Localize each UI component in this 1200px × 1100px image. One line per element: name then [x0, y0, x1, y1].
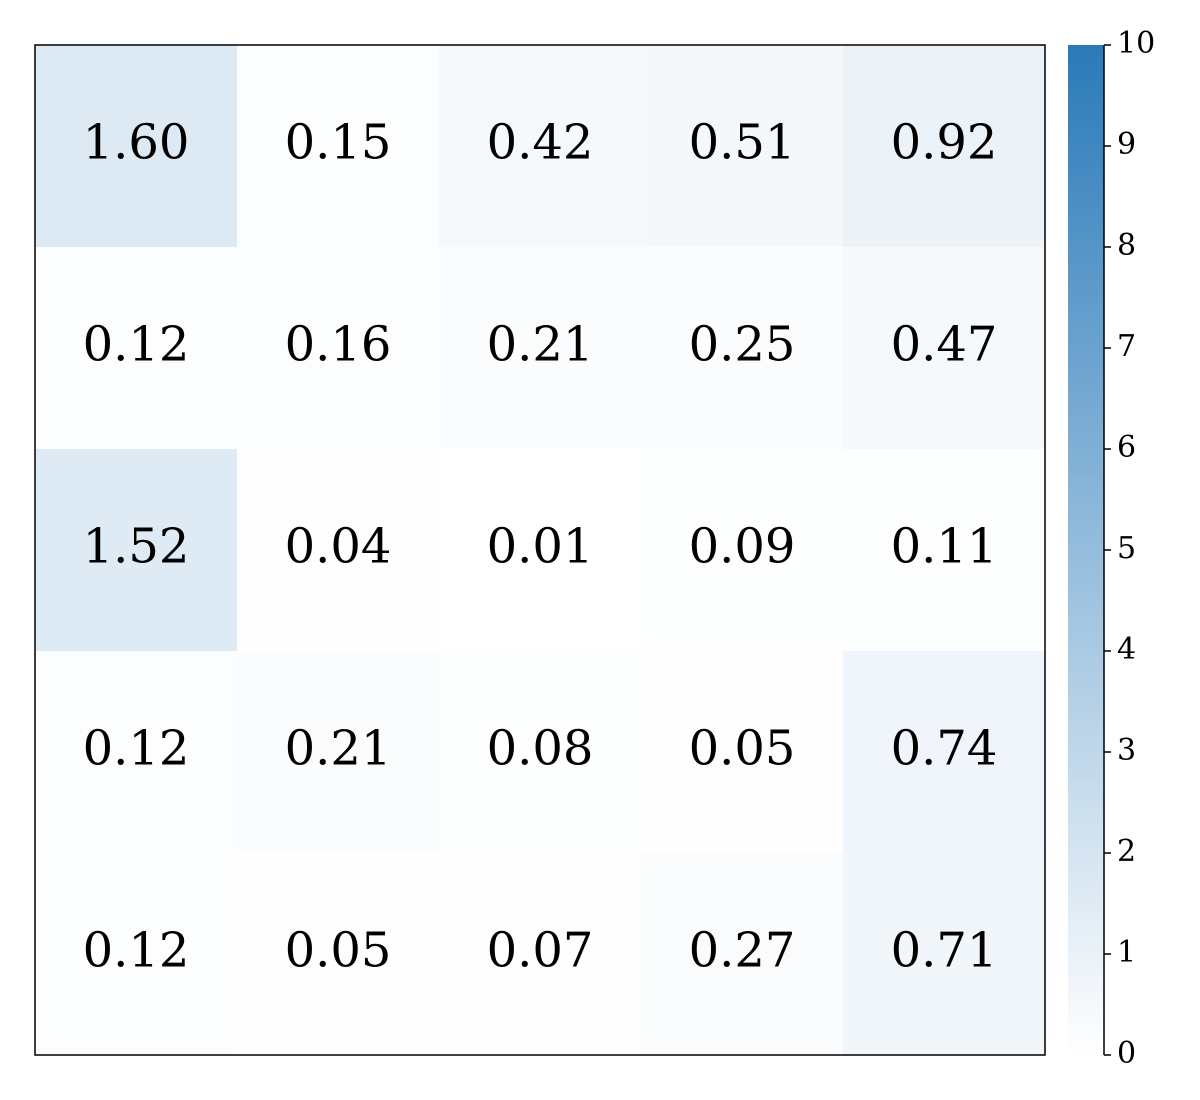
cell-label: 0.12 — [83, 317, 190, 373]
heatmap-cell — [237, 853, 440, 1056]
heatmap-cell — [439, 651, 642, 854]
cell-label: 0.09 — [689, 519, 796, 575]
cell-label: 1.52 — [83, 519, 190, 575]
heatmap-cell — [641, 45, 844, 248]
cell-label: 0.12 — [83, 721, 190, 777]
heatmap-cell — [439, 247, 642, 450]
heatmap-cell — [237, 247, 440, 450]
cell-label: 0.08 — [487, 721, 594, 777]
cell-label: 0.42 — [487, 115, 594, 171]
cell-label: 0.15 — [285, 115, 392, 171]
heatmap-cell — [35, 449, 238, 652]
colorbar-tick-label: 2 — [1117, 834, 1136, 869]
heatmap-cell — [35, 45, 238, 248]
heatmap-cells — [35, 45, 1046, 1056]
cell-label: 0.11 — [891, 519, 998, 575]
heatmap-cell — [843, 45, 1046, 248]
heatmap-cell — [843, 651, 1046, 854]
heatmap-cell — [641, 651, 844, 854]
colorbar-tick-label: 10 — [1117, 26, 1155, 61]
heatmap-cell — [843, 247, 1046, 450]
cell-label: 0.74 — [891, 721, 998, 777]
cell-label: 1.60 — [83, 115, 190, 171]
cell-label: 0.05 — [285, 923, 392, 979]
cell-label: 0.01 — [487, 519, 594, 575]
colorbar-tick-label: 9 — [1117, 127, 1136, 162]
heatmap-cell — [439, 45, 642, 248]
cell-label: 0.21 — [487, 317, 594, 373]
heatmap-cell — [641, 247, 844, 450]
cell-label: 0.07 — [487, 923, 594, 979]
heatmap-cell — [35, 853, 238, 1056]
colorbar-tick-label: 1 — [1117, 935, 1136, 970]
heatmap-cell — [641, 853, 844, 1056]
cell-label: 0.51 — [689, 115, 796, 171]
colorbar-tick-label: 3 — [1117, 733, 1136, 768]
colorbar-tick-label: 0 — [1117, 1036, 1136, 1071]
cell-label: 0.21 — [285, 721, 392, 777]
colorbar-tick-label: 4 — [1117, 632, 1136, 667]
cell-label: 0.04 — [285, 519, 392, 575]
cell-label: 0.25 — [689, 317, 796, 373]
cell-label: 0.47 — [891, 317, 998, 373]
colorbar — [1068, 45, 1104, 1055]
heatmap-cell — [439, 853, 642, 1056]
colorbar-tick-label: 5 — [1117, 531, 1136, 566]
heatmap-cell — [35, 247, 238, 450]
cell-label: 0.92 — [891, 115, 998, 171]
plot-frame — [34, 44, 1046, 1056]
heatmap-cell — [439, 449, 642, 652]
colorbar-tick-label: 8 — [1117, 228, 1136, 263]
cell-label: 0.71 — [891, 923, 998, 979]
cell-label: 0.16 — [285, 317, 392, 373]
cell-label: 0.12 — [83, 923, 190, 979]
cell-label: 0.27 — [689, 923, 796, 979]
heatmap-cell — [641, 449, 844, 652]
heatmap-cell — [35, 651, 238, 854]
colorbar-tick-label: 7 — [1117, 329, 1136, 364]
cell-label: 0.05 — [689, 721, 796, 777]
heatmap-cell — [237, 45, 440, 248]
colorbar-tick-label: 6 — [1117, 430, 1136, 465]
heatmap-cell — [843, 853, 1046, 1056]
heatmap-cell — [843, 449, 1046, 652]
heatmap-cell — [237, 651, 440, 854]
heatmap-cell — [237, 449, 440, 652]
